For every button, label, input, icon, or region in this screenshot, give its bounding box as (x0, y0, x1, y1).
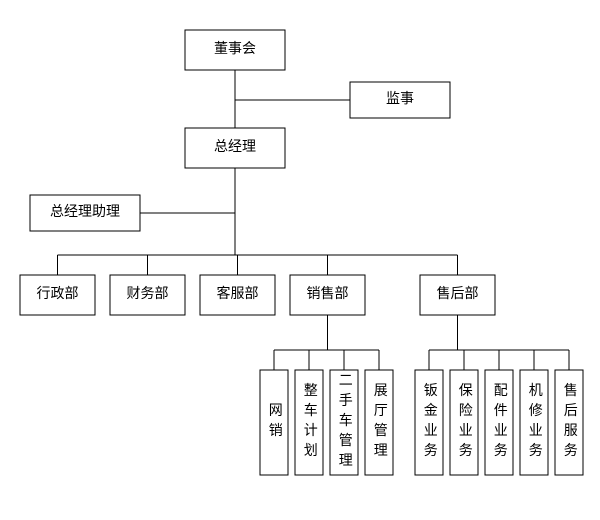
node-s_net: 网销 (260, 370, 288, 475)
node-dept_admin: 行政部 (20, 275, 95, 315)
node-s_vehicle: 整车计划 (295, 370, 323, 475)
node-label: 行政部 (37, 286, 79, 302)
node-label: 总经理 (214, 139, 256, 155)
node-label: 机修业务 (527, 383, 543, 463)
node-label: 售后服务 (562, 383, 578, 463)
node-label: 钣金业务 (422, 383, 438, 463)
node-label: 展厅管理 (372, 383, 388, 463)
node-label: 网销 (267, 403, 283, 443)
org-chart: 董事会监事总经理总经理助理行政部 财务部 客服部 销售部 售后部网销 整车计划 二手车管理 展… (0, 0, 600, 520)
node-dept_finance: 财务部 (110, 275, 185, 315)
node-label: 客服部 (217, 285, 259, 302)
node-label: 整车计划 (302, 383, 318, 463)
node-dept_sales: 销售部 (290, 275, 365, 315)
node-gm_assist: 总经理助理 (30, 195, 140, 231)
node-label: 配件业务 (492, 383, 508, 463)
node-label: 财务部 (127, 286, 169, 302)
node-a_sheet: 钣金业务 (415, 370, 443, 475)
node-label: 售后部 (437, 286, 479, 302)
node-a_insure: 保险业务 (450, 370, 478, 475)
node-supervisor: 监事 (350, 82, 450, 118)
node-a_parts: 配件业务 (485, 370, 513, 475)
node-label: 二手车管理 (337, 373, 353, 473)
node-label: 董事会 (214, 41, 256, 57)
node-dept_cs: 客服部 (200, 275, 275, 315)
node-dept_after: 售后部 (420, 275, 495, 315)
nodes: 董事会监事总经理总经理助理行政部 财务部 客服部 销售部 售后部网销 整车计划 二手车管理 展… (20, 30, 583, 475)
node-gm: 总经理 (185, 128, 285, 168)
node-label: 监事 (386, 91, 414, 107)
node-a_service: 售后服务 (555, 370, 583, 475)
node-label: 保险业务 (457, 383, 473, 463)
node-label: 销售部 (307, 286, 349, 302)
node-s_hall: 展厅管理 (365, 370, 393, 475)
node-a_repair: 机修业务 (520, 370, 548, 475)
node-label: 总经理助理 (50, 204, 120, 220)
node-s_used: 二手车管理 (330, 370, 358, 475)
node-board: 董事会 (185, 30, 285, 70)
